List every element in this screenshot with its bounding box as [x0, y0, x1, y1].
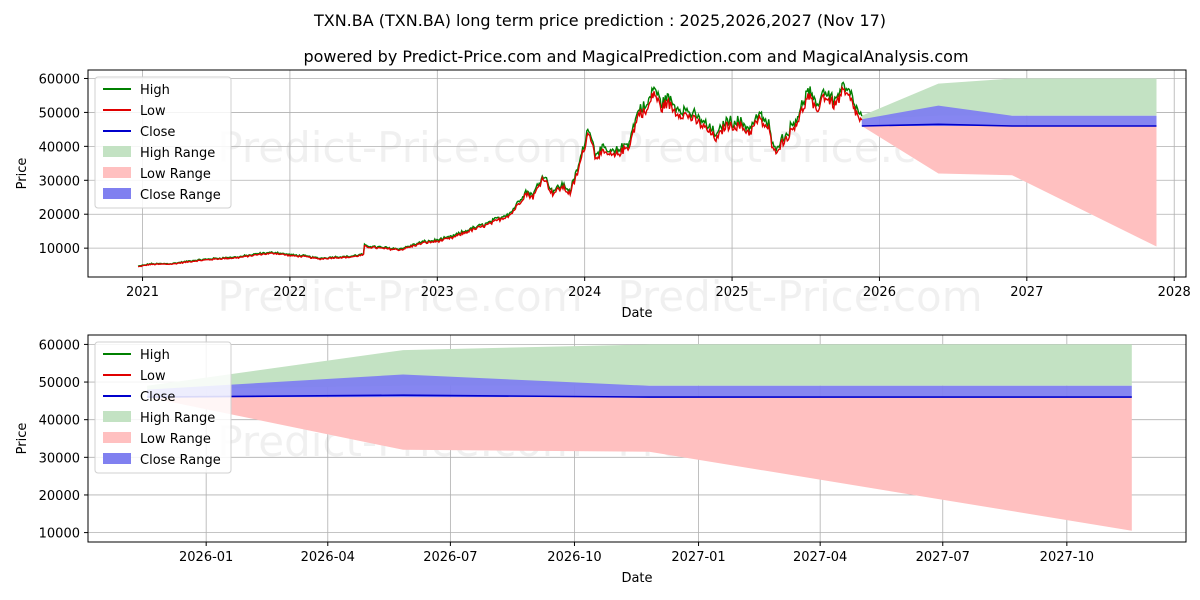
x-tick-label: 2026-04 [301, 550, 355, 565]
low-range-band [861, 126, 1157, 247]
legend-entry-label: Close Range [140, 188, 221, 203]
x-tick-label: 2026-01 [179, 550, 233, 565]
close-range-band [861, 105, 1157, 126]
legend: High Low Close High Range Low Range Close Ran… [94, 341, 232, 474]
x-tick-label: 2026 [863, 285, 896, 300]
watermark-text: Predict-Price.com [217, 272, 582, 321]
low-range-band [147, 397, 1132, 531]
y-axis-label: Price [15, 158, 30, 190]
legend-entry-label: Close [140, 125, 175, 140]
x-tick-label: 2025 [716, 285, 749, 300]
y-tick-label: 10000 [39, 527, 80, 542]
close-forecast-line [861, 123, 1157, 127]
close-range-band [147, 374, 1132, 398]
legend-entry-label: High Range [140, 411, 215, 426]
chart-title: TXN.BA (TXN.BA) long term price predicti… [313, 11, 886, 30]
legend-entry-label: Low [140, 104, 166, 119]
x-tick-label: 2027-10 [1040, 550, 1094, 565]
watermark-text: Predict-Price.com [217, 123, 582, 172]
close-forecast-line [147, 394, 1132, 398]
plot-frame [87, 334, 1187, 543]
x-tick-label: 2026-07 [423, 550, 477, 565]
legend-entry-label: High [140, 348, 170, 363]
plot-area [137, 78, 1157, 268]
low-series-line [137, 85, 863, 268]
y-tick-label: 50000 [39, 376, 80, 391]
chart-subtitle: powered by Predict-Price.com and Magical… [303, 47, 968, 66]
x-tick-label: 2022 [273, 285, 306, 300]
legend-entry-label: Low Range [140, 432, 211, 447]
y-tick-label: 20000 [39, 208, 80, 223]
legend-entry-label: Low [140, 369, 166, 384]
bottom-panel: Predict-Price.comPredict-Price.com2026-0… [15, 334, 1187, 586]
y-axis-label: Price [15, 423, 30, 455]
x-tick-label: 2021 [126, 285, 159, 300]
plot-area [147, 344, 1132, 531]
legend-swatch-patch [103, 453, 131, 464]
x-axis-label: Date [621, 306, 652, 321]
y-tick-label: 30000 [39, 451, 80, 466]
legend-entry-label: Close Range [140, 453, 221, 468]
y-tick-label: 40000 [39, 140, 80, 155]
x-tick-label: 2026-10 [547, 550, 601, 565]
legend-entry-label: High [140, 83, 170, 98]
watermark-text: Predict-Price.com [617, 272, 982, 321]
y-tick-label: 50000 [39, 106, 80, 121]
legend: High Low Close High Range Low Range Close Ran… [94, 76, 232, 209]
x-tick-label: 2028 [1158, 285, 1191, 300]
plot-frame [87, 69, 1187, 278]
y-tick-label: 10000 [39, 242, 80, 257]
top-panel: Predict-Price.com Predict-Price.com Predic… [15, 69, 1191, 321]
x-tick-label: 2027-04 [793, 550, 847, 565]
legend-entry-label: Close [140, 390, 175, 405]
y-tick-label: 60000 [39, 338, 80, 353]
legend-swatch-patch [103, 167, 131, 178]
legend-entry-label: High Range [140, 146, 215, 161]
y-tick-label: 20000 [39, 489, 80, 504]
x-tick-label: 2027-01 [671, 550, 725, 565]
x-tick-label: 2024 [568, 285, 601, 300]
high-series-line [137, 81, 863, 267]
x-tick-label: 2027 [1010, 285, 1043, 300]
x-tick-label: 2023 [421, 285, 454, 300]
legend-entry-label: Low Range [140, 167, 211, 182]
legend-swatch-patch [103, 146, 131, 157]
x-tick-label: 2027-07 [916, 550, 970, 565]
y-tick-label: 30000 [39, 174, 80, 189]
y-tick-label: 60000 [39, 72, 80, 87]
y-tick-label: 40000 [39, 414, 80, 429]
legend-swatch-patch [103, 432, 131, 443]
legend-swatch-patch [103, 411, 131, 422]
legend-swatch-patch [103, 188, 131, 199]
x-axis-label: Date [621, 571, 652, 586]
